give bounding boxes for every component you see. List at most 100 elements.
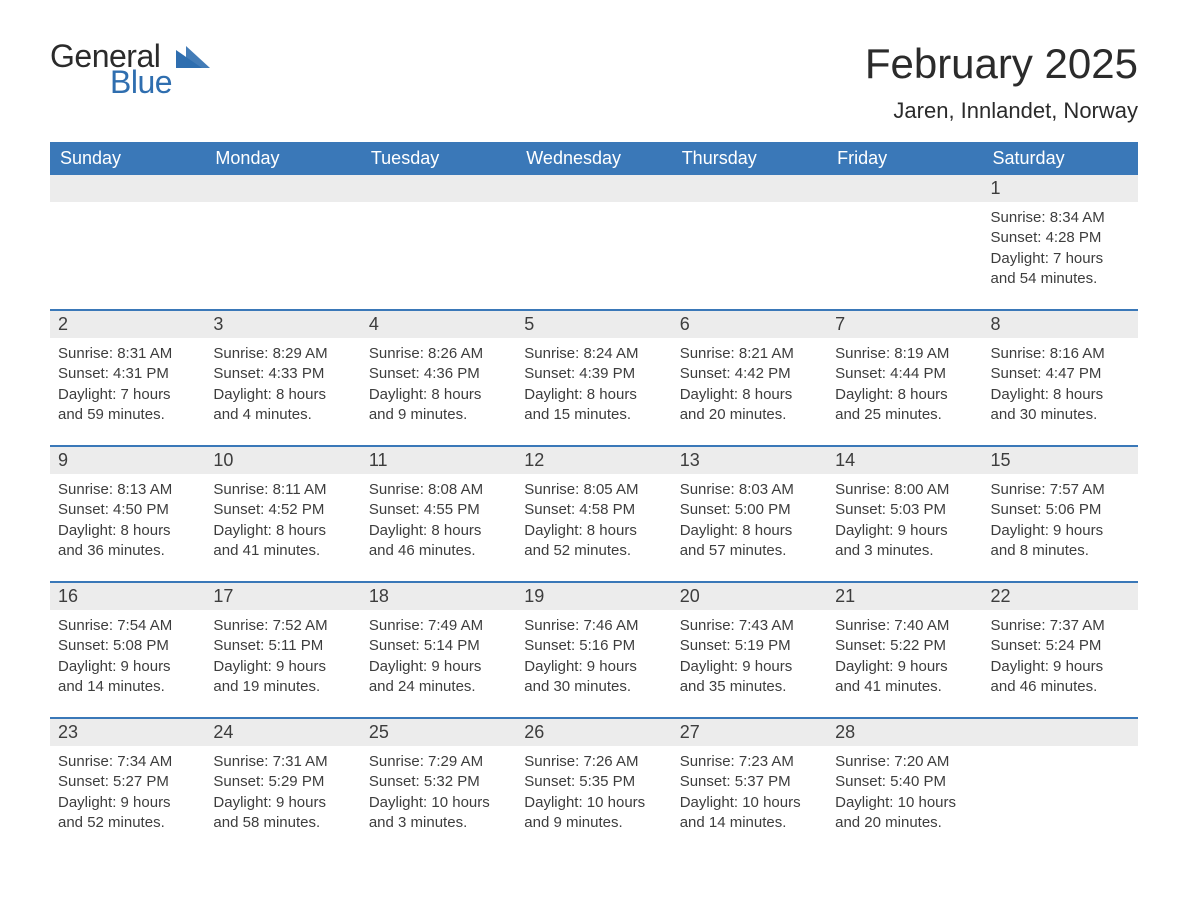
- weekday-header: Friday: [827, 142, 982, 175]
- sunrise-text: Sunrise: 8:26 AM: [369, 344, 508, 364]
- day-number-cell: 1: [983, 175, 1138, 202]
- sunrise-text: Sunrise: 8:16 AM: [991, 344, 1130, 364]
- day-number-cell: 28: [827, 719, 982, 746]
- daylight-text: Daylight: 10 hours: [524, 793, 663, 813]
- daylight-text: Daylight: 9 hours: [991, 657, 1130, 677]
- sunset-text: Sunset: 4:52 PM: [213, 500, 352, 520]
- day-detail-row: Sunrise: 8:34 AMSunset: 4:28 PMDaylight:…: [50, 202, 1138, 310]
- logo: General Blue: [50, 40, 210, 98]
- day-detail-cell: Sunrise: 8:16 AMSunset: 4:47 PMDaylight:…: [983, 338, 1138, 446]
- sunrise-text: Sunrise: 8:05 AM: [524, 480, 663, 500]
- day-number-cell: 22: [983, 583, 1138, 610]
- day-detail-cell: Sunrise: 7:20 AMSunset: 5:40 PMDaylight:…: [827, 746, 982, 853]
- weekday-header-row: SundayMondayTuesdayWednesdayThursdayFrid…: [50, 142, 1138, 175]
- daylight-text: and 46 minutes.: [369, 541, 508, 561]
- day-detail-cell: Sunrise: 7:29 AMSunset: 5:32 PMDaylight:…: [361, 746, 516, 853]
- day-detail-cell: Sunrise: 8:24 AMSunset: 4:39 PMDaylight:…: [516, 338, 671, 446]
- sunset-text: Sunset: 4:31 PM: [58, 364, 197, 384]
- sunset-text: Sunset: 4:47 PM: [991, 364, 1130, 384]
- sunset-text: Sunset: 5:40 PM: [835, 772, 974, 792]
- daylight-text: Daylight: 8 hours: [369, 385, 508, 405]
- day-number-cell: 16: [50, 583, 205, 610]
- daylight-text: and 58 minutes.: [213, 813, 352, 833]
- day-number-cell: 15: [983, 447, 1138, 474]
- day-detail-cell: Sunrise: 7:57 AMSunset: 5:06 PMDaylight:…: [983, 474, 1138, 582]
- daylight-text: Daylight: 8 hours: [58, 521, 197, 541]
- weekday-header: Saturday: [983, 142, 1138, 175]
- day-number-cell: 27: [672, 719, 827, 746]
- day-detail-cell: Sunrise: 8:13 AMSunset: 4:50 PMDaylight:…: [50, 474, 205, 582]
- sunset-text: Sunset: 4:50 PM: [58, 500, 197, 520]
- day-detail-cell: Sunrise: 8:03 AMSunset: 5:00 PMDaylight:…: [672, 474, 827, 582]
- day-number-cell: 11: [361, 447, 516, 474]
- daylight-text: and 20 minutes.: [835, 813, 974, 833]
- sunrise-text: Sunrise: 8:24 AM: [524, 344, 663, 364]
- daylight-text: Daylight: 10 hours: [680, 793, 819, 813]
- day-number-cell: 14: [827, 447, 982, 474]
- daylight-text: and 14 minutes.: [680, 813, 819, 833]
- day-detail-cell: Sunrise: 7:54 AMSunset: 5:08 PMDaylight:…: [50, 610, 205, 718]
- day-number-cell: 2: [50, 311, 205, 338]
- daylight-text: and 54 minutes.: [991, 269, 1130, 289]
- daylight-text: Daylight: 9 hours: [213, 657, 352, 677]
- daylight-text: and 52 minutes.: [524, 541, 663, 561]
- sunset-text: Sunset: 5:19 PM: [680, 636, 819, 656]
- sunset-text: Sunset: 4:36 PM: [369, 364, 508, 384]
- daylight-text: Daylight: 8 hours: [369, 521, 508, 541]
- daylight-text: Daylight: 8 hours: [213, 521, 352, 541]
- daylight-text: and 14 minutes.: [58, 677, 197, 697]
- sunset-text: Sunset: 4:42 PM: [680, 364, 819, 384]
- daylight-text: Daylight: 9 hours: [58, 657, 197, 677]
- daylight-text: and 9 minutes.: [524, 813, 663, 833]
- day-detail-cell: Sunrise: 8:00 AMSunset: 5:03 PMDaylight:…: [827, 474, 982, 582]
- weekday-header: Monday: [205, 142, 360, 175]
- day-number-cell: 6: [672, 311, 827, 338]
- sunset-text: Sunset: 5:24 PM: [991, 636, 1130, 656]
- sunset-text: Sunset: 5:35 PM: [524, 772, 663, 792]
- weekday-header: Sunday: [50, 142, 205, 175]
- daylight-text: and 41 minutes.: [213, 541, 352, 561]
- sunrise-text: Sunrise: 7:34 AM: [58, 752, 197, 772]
- day-detail-cell: Sunrise: 8:26 AMSunset: 4:36 PMDaylight:…: [361, 338, 516, 446]
- daylight-text: Daylight: 9 hours: [58, 793, 197, 813]
- day-detail-cell: Sunrise: 8:05 AMSunset: 4:58 PMDaylight:…: [516, 474, 671, 582]
- daylight-text: and 4 minutes.: [213, 405, 352, 425]
- daylight-text: Daylight: 8 hours: [524, 521, 663, 541]
- sunrise-text: Sunrise: 7:49 AM: [369, 616, 508, 636]
- sunrise-text: Sunrise: 7:26 AM: [524, 752, 663, 772]
- day-detail-row: Sunrise: 7:34 AMSunset: 5:27 PMDaylight:…: [50, 746, 1138, 853]
- day-number-cell: 12: [516, 447, 671, 474]
- daylight-text: Daylight: 10 hours: [835, 793, 974, 813]
- day-number-cell: 9: [50, 447, 205, 474]
- month-title: February 2025: [865, 40, 1138, 88]
- day-number-cell: [983, 719, 1138, 746]
- sunrise-text: Sunrise: 7:43 AM: [680, 616, 819, 636]
- weekday-header: Tuesday: [361, 142, 516, 175]
- daylight-text: and 41 minutes.: [835, 677, 974, 697]
- day-number-cell: 24: [205, 719, 360, 746]
- sunset-text: Sunset: 5:00 PM: [680, 500, 819, 520]
- day-number-cell: [50, 175, 205, 202]
- day-number-cell: 17: [205, 583, 360, 610]
- daylight-text: Daylight: 9 hours: [680, 657, 819, 677]
- daylight-text: and 52 minutes.: [58, 813, 197, 833]
- sunrise-text: Sunrise: 8:21 AM: [680, 344, 819, 364]
- daylight-text: Daylight: 9 hours: [369, 657, 508, 677]
- day-detail-cell: Sunrise: 7:26 AMSunset: 5:35 PMDaylight:…: [516, 746, 671, 853]
- day-detail-cell: Sunrise: 7:34 AMSunset: 5:27 PMDaylight:…: [50, 746, 205, 853]
- sunrise-text: Sunrise: 7:29 AM: [369, 752, 508, 772]
- daylight-text: and 3 minutes.: [369, 813, 508, 833]
- day-detail-cell: Sunrise: 7:43 AMSunset: 5:19 PMDaylight:…: [672, 610, 827, 718]
- daylight-text: and 3 minutes.: [835, 541, 974, 561]
- day-number-cell: [827, 175, 982, 202]
- day-detail-cell: [205, 202, 360, 310]
- sunrise-text: Sunrise: 8:08 AM: [369, 480, 508, 500]
- day-detail-cell: [516, 202, 671, 310]
- daylight-text: and 46 minutes.: [991, 677, 1130, 697]
- day-detail-cell: Sunrise: 7:23 AMSunset: 5:37 PMDaylight:…: [672, 746, 827, 853]
- day-number-cell: 19: [516, 583, 671, 610]
- day-number-cell: 23: [50, 719, 205, 746]
- logo-blue-text: Blue: [110, 66, 172, 98]
- sunrise-text: Sunrise: 8:31 AM: [58, 344, 197, 364]
- daylight-text: and 9 minutes.: [369, 405, 508, 425]
